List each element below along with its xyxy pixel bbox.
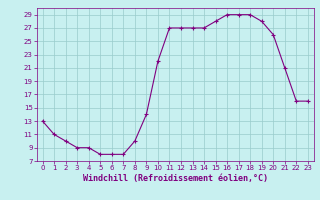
X-axis label: Windchill (Refroidissement éolien,°C): Windchill (Refroidissement éolien,°C)	[83, 174, 268, 183]
